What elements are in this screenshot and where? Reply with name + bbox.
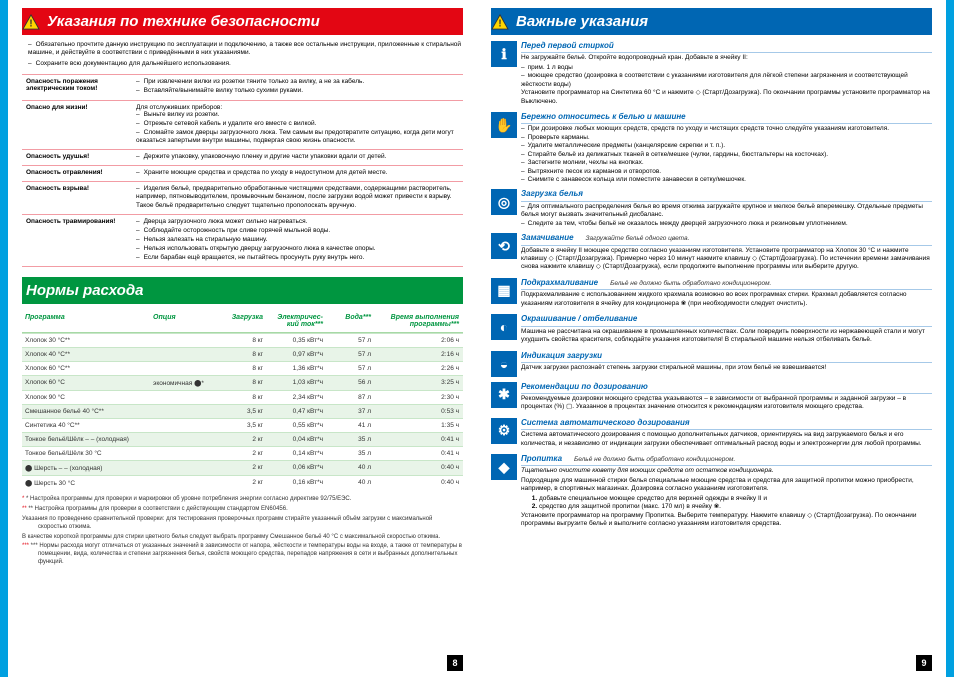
- footnote: Указания по проведению сравнительной про…: [22, 516, 463, 532]
- svg-text:!: !: [498, 18, 501, 29]
- page-9: ! Важные указания ℹПеред первой стиркойН…: [477, 0, 954, 677]
- intro-item: Сохраните всю документацию для дальнейше…: [28, 60, 463, 68]
- warning-icon: !: [491, 14, 509, 30]
- footnote: * * Настройка программы для проверки и м…: [22, 496, 463, 504]
- consume-header: Нормы расхода: [22, 277, 463, 304]
- svg-text:!: !: [29, 18, 32, 29]
- intro-item: Обязательно прочтите данную инструкцию п…: [28, 41, 463, 58]
- safety-intro: Обязательно прочтите данную инструкцию п…: [22, 41, 463, 68]
- page-number: 9: [916, 655, 932, 671]
- warning-icon: !: [22, 14, 40, 30]
- safety-header: ! Указания по технике безопасности: [22, 8, 463, 35]
- consume-thead: Программа Опция Загрузка Электричес-кий …: [22, 310, 463, 333]
- footnote: В качестве короткой программы для стирки…: [22, 534, 463, 542]
- consume-title: Нормы расхода: [26, 282, 143, 299]
- page-8: ! Указания по технике безопасности Обяза…: [0, 0, 477, 677]
- sub-sections: ℹПеред первой стиркойНе загружайте бельё…: [491, 41, 932, 530]
- footnotes: * * Настройка программы для проверки и м…: [22, 496, 463, 566]
- page-number: 8: [447, 655, 463, 671]
- safety-table: Опасность поражения электрическим током!…: [22, 74, 463, 267]
- important-header: ! Важные указания: [491, 8, 932, 35]
- footnote: ** ** Настройка программы для проверки в…: [22, 506, 463, 514]
- footnote: *** *** Нормы расхода могут отличаться о…: [22, 543, 463, 566]
- consume-body: Хлопок 30 °C**8 кг0,35 кВт*ч57 л2:06 чХл…: [22, 333, 463, 490]
- important-title: Важные указания: [516, 13, 648, 30]
- safety-title: Указания по технике безопасности: [47, 13, 320, 30]
